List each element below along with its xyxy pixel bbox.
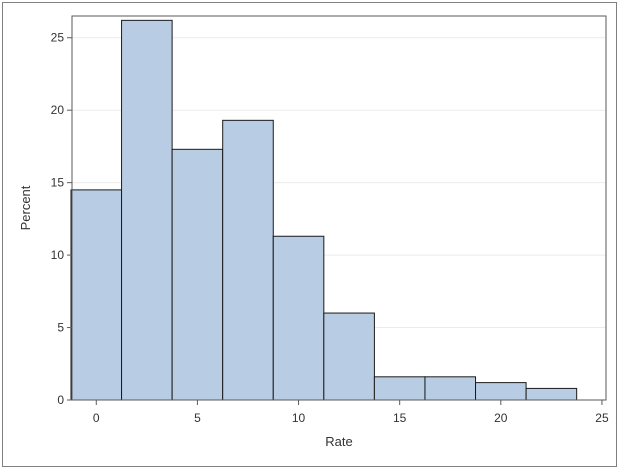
histogram-bar-10 xyxy=(525,387,578,401)
histogram-bar-6 xyxy=(323,312,375,401)
y-tick-label: 15 xyxy=(51,176,65,190)
x-tick-label: 5 xyxy=(194,411,201,425)
histogram-bar-1 xyxy=(70,189,123,401)
x-tick-label: 25 xyxy=(595,411,609,425)
y-tick-label: 10 xyxy=(51,248,65,262)
histogram-bar-7 xyxy=(373,376,426,401)
histogram-bar-3 xyxy=(171,148,224,401)
histogram-bar-5 xyxy=(272,235,325,401)
y-tick-label: 5 xyxy=(57,321,64,335)
y-tick-label: 25 xyxy=(51,31,65,45)
x-axis: 0 5 10 15 20 25 xyxy=(93,400,609,425)
x-tick-label: 10 xyxy=(292,411,306,425)
y-tick-label: 20 xyxy=(51,103,65,117)
histogram-bar-8 xyxy=(424,376,477,401)
x-tick-label: 20 xyxy=(494,411,508,425)
histogram-bars xyxy=(70,19,578,401)
x-tick-label: 15 xyxy=(393,411,407,425)
y-tick-label: 0 xyxy=(57,393,64,407)
y-axis: 0 5 10 15 20 25 xyxy=(51,31,72,407)
y-axis-label: Percent xyxy=(18,185,33,230)
x-tick-label: 0 xyxy=(93,411,100,425)
plot-area-border xyxy=(71,15,607,401)
x-axis-label: Rate xyxy=(325,434,352,449)
histogram-bar-4 xyxy=(222,119,274,401)
histogram-bar-9 xyxy=(475,382,527,401)
histogram-bar-2 xyxy=(121,19,173,401)
